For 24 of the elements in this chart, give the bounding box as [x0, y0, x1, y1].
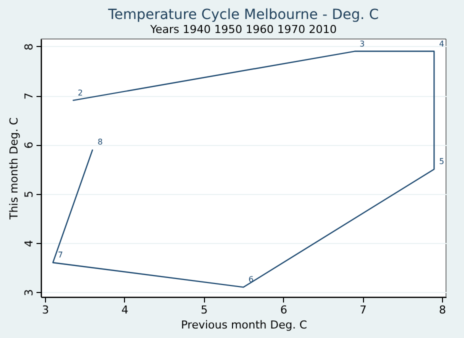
x-axis-title: Previous month Deg. C	[180, 318, 308, 332]
y-tick-label: 7	[22, 92, 36, 100]
y-tick-label: 3	[22, 289, 36, 296]
chart-title: Temperature Cycle Melbourne - Deg. C	[107, 7, 380, 23]
y-tick-label: 6	[22, 142, 36, 149]
annotation: 4	[439, 39, 444, 48]
x-tick-label: 4	[121, 304, 128, 316]
x-tick-label: 8	[439, 304, 446, 316]
line-series	[52, 50, 435, 288]
x-tick-label: 6	[280, 304, 288, 316]
chart-subtitle: Years 1940 1950 1960 1970 2010	[149, 23, 337, 36]
x-tick-label: 3	[42, 304, 49, 316]
annotation: 2	[78, 88, 83, 98]
y-tick-label: 4	[22, 240, 36, 247]
y-tick-label: 5	[22, 190, 36, 198]
annotation: 5	[439, 157, 444, 166]
annotation: 7	[58, 250, 64, 260]
annotation: 3	[360, 39, 365, 48]
y-axis-title: This month Deg. C	[8, 117, 20, 221]
annotation: 6	[248, 275, 254, 284]
annotation: 8	[98, 138, 103, 147]
y-tick-label: 8	[22, 43, 36, 50]
x-tick-label: 5	[200, 304, 208, 316]
x-tick-label: 7	[360, 304, 367, 316]
